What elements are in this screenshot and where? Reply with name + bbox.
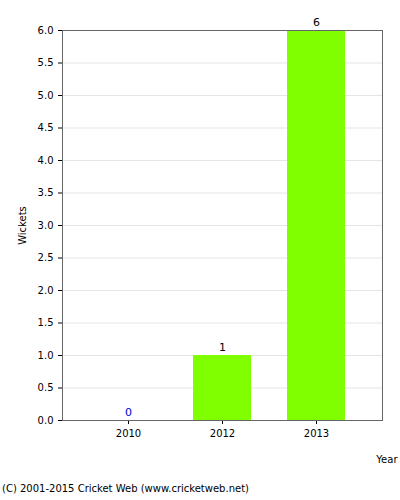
svg-text:0.0: 0.0	[38, 415, 54, 426]
svg-text:5.0: 5.0	[38, 90, 54, 101]
svg-text:6: 6	[313, 16, 320, 29]
html-text:(C) 2001-2015 Cricket Web (www: (C) 2001-2015 Cricket Web (www.cricketwe…	[2, 483, 249, 494]
svg-text:0.5: 0.5	[38, 382, 54, 393]
svg-text:6.0: 6.0	[38, 25, 54, 36]
svg-text:2.5: 2.5	[38, 252, 54, 263]
svg-text:3.0: 3.0	[38, 220, 54, 231]
svg-text:1.0: 1.0	[38, 350, 54, 361]
svg-text:2013: 2013	[304, 428, 329, 439]
svg-text:1: 1	[219, 341, 226, 354]
svg-text:5.5: 5.5	[38, 57, 54, 68]
svg-text:4.5: 4.5	[38, 122, 54, 133]
svg-text:2010: 2010	[116, 428, 141, 439]
svg-text:Year: Year	[375, 454, 398, 465]
svg-text:1.5: 1.5	[38, 317, 54, 328]
svg-text:2012: 2012	[210, 428, 235, 439]
svg-text:Wickets: Wickets	[17, 206, 28, 245]
svg-text:2.0: 2.0	[38, 285, 54, 296]
svg-text:4.0: 4.0	[38, 155, 54, 166]
svg-text:0: 0	[125, 406, 132, 419]
svg-text:3.5: 3.5	[38, 187, 54, 198]
